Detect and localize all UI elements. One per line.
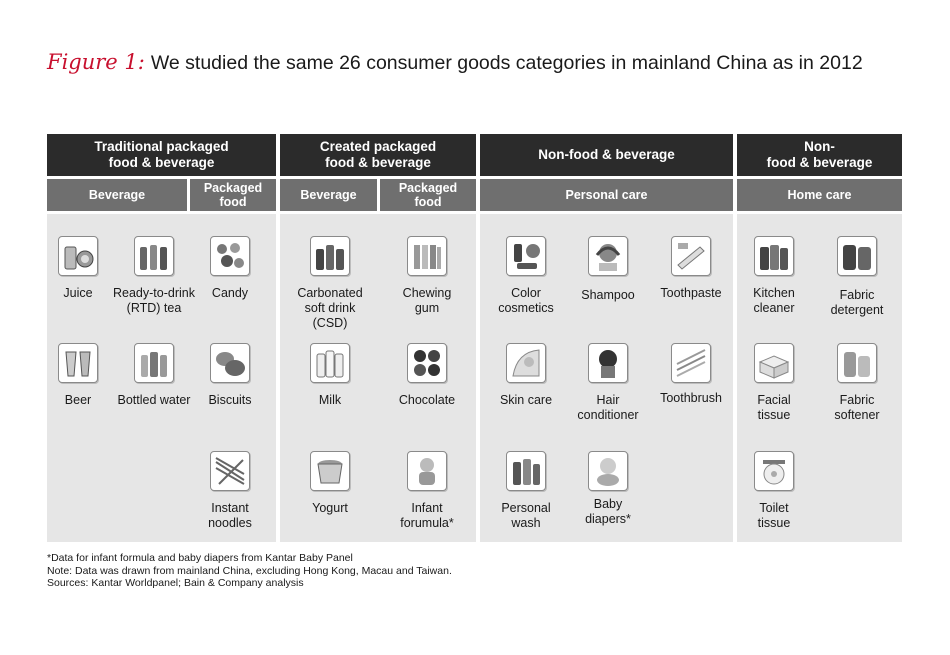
- softener-icon: [837, 343, 877, 383]
- water-bottles-icon: [134, 343, 174, 383]
- gum-icon: [407, 236, 447, 276]
- footnotes: *Data for infant formula and baby diaper…: [47, 552, 452, 590]
- category-label: Yogurt: [312, 501, 348, 515]
- category-hair-conditioner: Hair conditioner: [558, 343, 658, 423]
- category-label: Baby diapers*: [585, 497, 631, 526]
- figure-title-text: We studied the same 26 consumer goods ca…: [150, 52, 863, 74]
- category-chewing-gum: Chewing gum: [377, 236, 477, 316]
- category-biscuits: Biscuits: [180, 343, 280, 408]
- subgroup-beverage-1: Beverage: [47, 179, 187, 211]
- tea-bottles-icon: [134, 236, 174, 276]
- category-label: Kitchen cleaner: [753, 286, 795, 315]
- chocolate-icon: [407, 343, 447, 383]
- footnote-data-note: Note: Data was drawn from mainland China…: [47, 564, 452, 577]
- category-label: Chocolate: [398, 393, 456, 407]
- soda-icon: [310, 236, 350, 276]
- category-fabric-softener: Fabric softener: [807, 343, 907, 423]
- category-label: Chewing gum: [402, 286, 452, 315]
- milk-icon: [310, 343, 350, 383]
- category-label: Infant forumula*: [400, 501, 454, 530]
- juice-icon: [58, 236, 98, 276]
- subgroup-home-care: Home care: [737, 179, 902, 211]
- tissue-box-icon: [754, 343, 794, 383]
- category-yogurt: Yogurt: [280, 451, 380, 516]
- group-header-non-food: Non-food & beverage: [480, 134, 733, 176]
- category-bottled-water: Bottled water: [104, 343, 204, 408]
- category-label: Personal wash: [501, 501, 551, 530]
- toilet-roll-icon: [754, 451, 794, 491]
- category-toilet-tissue: Toilet tissue: [724, 451, 824, 531]
- category-candy: Candy: [180, 236, 280, 301]
- category-color-cosmetics: Color cosmetics: [476, 236, 576, 316]
- category-label: Beer: [64, 393, 92, 407]
- baby-bottle-icon: [407, 451, 447, 491]
- cleaner-icon: [754, 236, 794, 276]
- group-header-non-food-home: Non- food & beverage: [737, 134, 902, 176]
- category-label: Milk: [318, 393, 342, 407]
- yogurt-icon: [310, 451, 350, 491]
- category-label: Juice: [63, 286, 93, 300]
- category-facial-tissue: Facial tissue: [724, 343, 824, 423]
- subgroup-personal-care: Personal care: [480, 179, 733, 211]
- category-rtd-tea: Ready-to-drink (RTD) tea: [104, 236, 204, 316]
- category-label: Toothbrush: [660, 391, 722, 405]
- category-label: Candy: [211, 286, 249, 300]
- category-baby-diapers: Baby diapers*: [558, 451, 658, 527]
- group-header-traditional: Traditional packaged food & beverage: [47, 134, 276, 176]
- category-instant-noodles: Instant noodles: [180, 451, 280, 531]
- category-infant-formula: Infant forumula*: [377, 451, 477, 531]
- subgroup-packaged-food-2: Packaged food: [380, 179, 476, 211]
- figure-title: Figure 1: We studied the same 26 consumer…: [47, 50, 863, 75]
- category-personal-wash: Personal wash: [476, 451, 576, 531]
- category-label: Toilet tissue: [757, 501, 791, 530]
- category-chocolate: Chocolate: [377, 343, 477, 408]
- category-label: Bottled water: [117, 393, 191, 407]
- group-header-created: Created packaged food & beverage: [280, 134, 476, 176]
- category-toothpaste: Toothpaste: [641, 236, 741, 301]
- figure-label: Figure 1:: [47, 50, 145, 74]
- category-shampoo: Shampoo: [558, 236, 658, 303]
- beer-icon: [58, 343, 98, 383]
- category-label: Fabric softener: [834, 393, 880, 422]
- biscuits-icon: [210, 343, 250, 383]
- category-label: Shampoo: [581, 288, 635, 302]
- category-label: Skin care: [499, 393, 553, 407]
- category-beer: Beer: [28, 343, 128, 408]
- category-toothbrush: Toothbrush: [641, 343, 741, 406]
- footnote-sources: Sources: Kantar Worldpanel; Bain & Compa…: [47, 577, 304, 589]
- subgroup-packaged-food-1: Packaged food: [190, 179, 276, 211]
- category-juice: Juice: [28, 236, 128, 301]
- noodles-icon: [210, 451, 250, 491]
- candy-icon: [210, 236, 250, 276]
- category-milk: Milk: [280, 343, 380, 408]
- category-label: Toothpaste: [660, 286, 722, 300]
- subgroup-beverage-2: Beverage: [280, 179, 377, 211]
- category-label: Instant noodles: [208, 501, 252, 530]
- category-label: Facial tissue: [757, 393, 791, 422]
- category-label: Carbonated soft drink (CSD): [297, 286, 363, 330]
- cosmetics-icon: [506, 236, 546, 276]
- baby-icon: [588, 451, 628, 491]
- detergent-icon: [837, 236, 877, 276]
- hair-icon: [588, 343, 628, 383]
- personal-wash-icon: [506, 451, 546, 491]
- category-kitchen-cleaner: Kitchen cleaner: [724, 236, 824, 316]
- category-label: Hair conditioner: [577, 393, 639, 422]
- category-label: Biscuits: [208, 393, 252, 407]
- skin-care-icon: [506, 343, 546, 383]
- category-label: Fabric detergent: [830, 288, 884, 317]
- category-fabric-detergent: Fabric detergent: [807, 236, 907, 318]
- shampoo-icon: [588, 236, 628, 276]
- category-label: Ready-to-drink (RTD) tea: [113, 286, 195, 315]
- footnote-baby-panel: *Data for infant formula and baby diaper…: [47, 552, 353, 564]
- category-label: Color cosmetics: [498, 286, 554, 315]
- category-csd: Carbonated soft drink (CSD): [280, 236, 380, 331]
- toothbrush-icon: [671, 343, 711, 383]
- toothpaste-icon: [671, 236, 711, 276]
- category-skin-care: Skin care: [476, 343, 576, 408]
